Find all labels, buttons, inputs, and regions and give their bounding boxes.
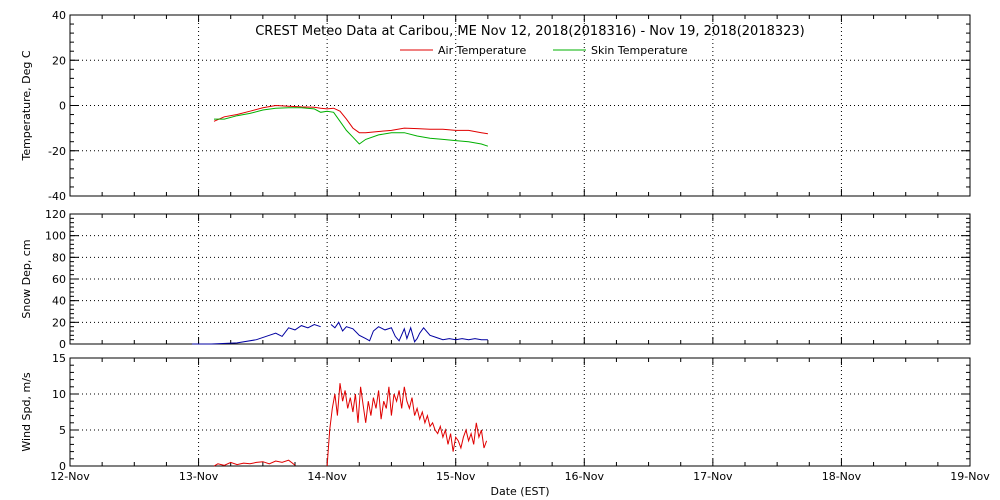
chart-legend: Air Temperature Skin Temperature: [400, 44, 688, 57]
y-axis-label: Temperature, Deg C: [20, 50, 33, 161]
x-tick-label: 12-Nov: [50, 470, 90, 483]
legend-label-skin-temperature: Skin Temperature: [591, 44, 688, 57]
plot-frame: [69, 357, 971, 467]
y-tick-label: 100: [45, 230, 66, 243]
y-tick-label: 20: [52, 316, 66, 329]
y-axis-label: Wind Spd, m/s: [20, 372, 33, 452]
y-axis-label: Snow Dep, cm: [20, 239, 33, 318]
y-tick-label: -20: [48, 145, 66, 158]
x-tick-label: 17-Nov: [693, 470, 733, 483]
x-tick-label: 13-Nov: [179, 470, 219, 483]
y-tick-label: 0: [59, 460, 66, 473]
y-tick-label: 120: [45, 208, 66, 221]
y-tick-label: 80: [52, 251, 66, 264]
x-axis-label: Date (EST): [490, 485, 549, 498]
series-line-snow-depth: [330, 321, 488, 343]
x-tick-label: 19-Nov: [950, 470, 990, 483]
y-tick-label: 40: [52, 9, 66, 22]
y-tick-label: 60: [52, 273, 66, 286]
y-tick-label: 15: [52, 352, 66, 365]
series-line-wind-speed: [326, 383, 488, 467]
x-tick-label: 14-Nov: [307, 470, 347, 483]
plot-frame: [69, 14, 971, 197]
y-tick-label: 10: [52, 388, 66, 401]
y-tick-label: 0: [59, 100, 66, 113]
y-tick-label: 20: [52, 54, 66, 67]
panel-3: 0 5 10 15 Wind Spd, m/s: [20, 352, 971, 473]
series-line-skin-temperature: [214, 107, 489, 147]
y-tick-label: -40: [48, 190, 66, 203]
x-tick-label: 18-Nov: [822, 470, 862, 483]
panel-2: 0 20 40 60 80 100 120 Snow Dep, cm: [20, 208, 971, 351]
panel-1: -40 -20 0 20 40 Temperature, Deg C: [20, 9, 971, 203]
chart-title: CREST Meteo Data at Caribou, ME Nov 12, …: [255, 24, 805, 39]
y-tick-label: 5: [59, 424, 66, 437]
x-tick-label: 16-Nov: [565, 470, 605, 483]
plot-frame: [69, 213, 971, 345]
x-tick-label: 15-Nov: [436, 470, 476, 483]
legend-label-air-temperature: Air Temperature: [438, 44, 527, 57]
y-tick-label: 40: [52, 295, 66, 308]
series-line-wind-speed: [213, 459, 296, 467]
series-line-air-temperature: [213, 104, 488, 135]
series-line-snow-depth: [192, 323, 321, 345]
y-tick-label: 0: [59, 338, 66, 351]
